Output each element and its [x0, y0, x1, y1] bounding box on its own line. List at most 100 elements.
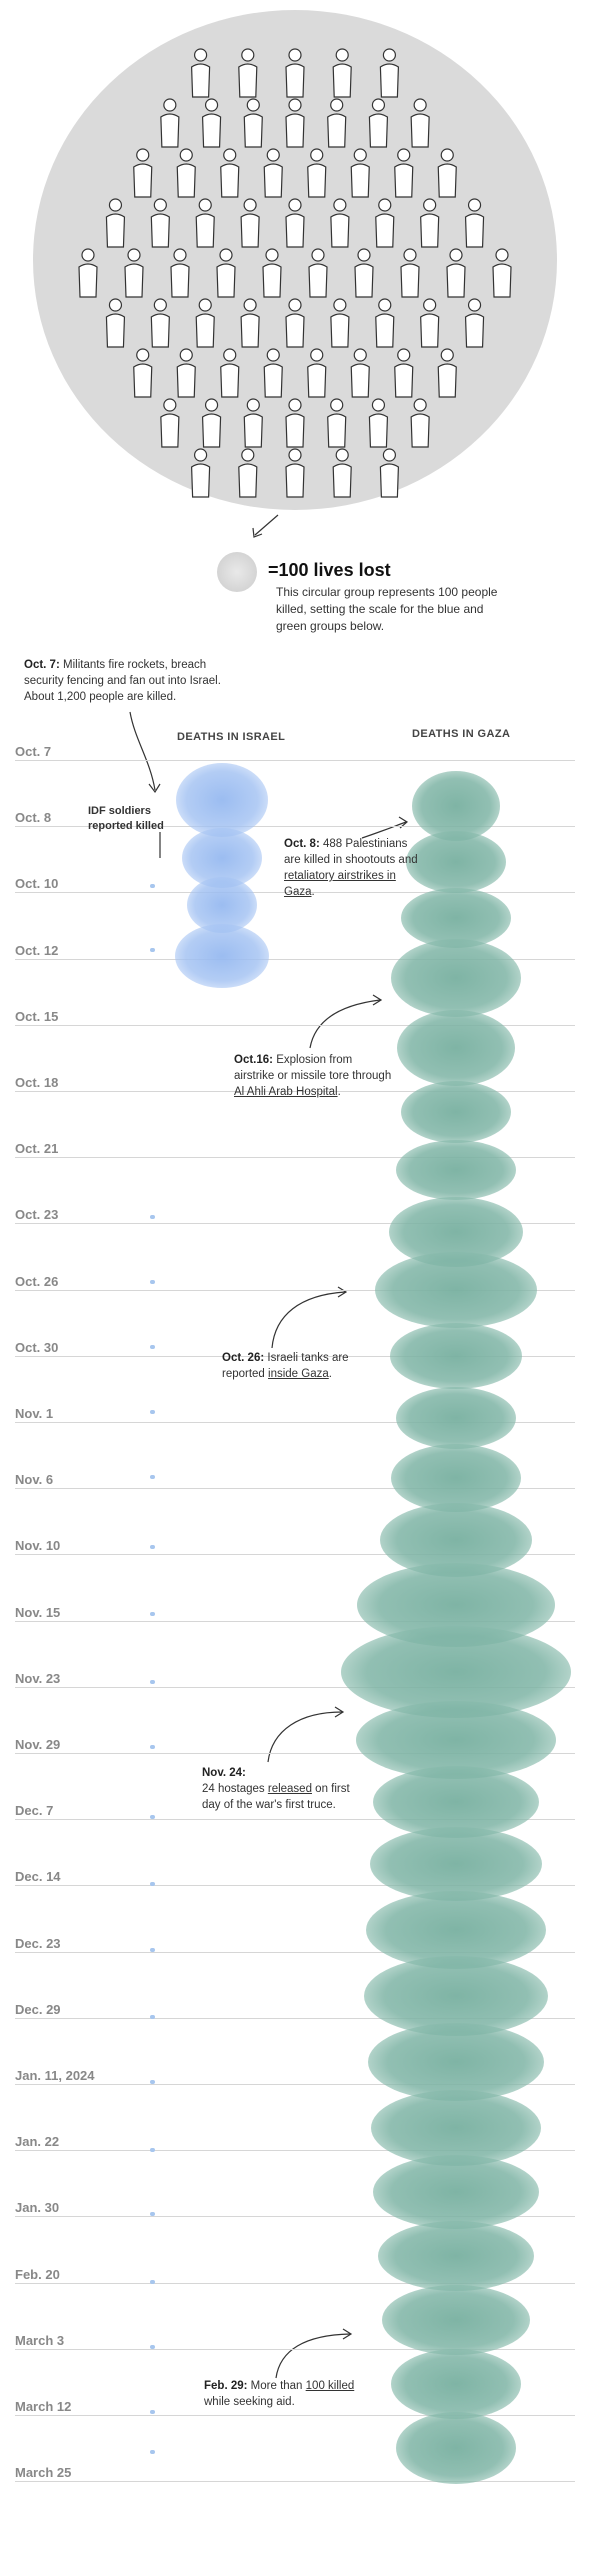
date-gridline: [15, 2216, 575, 2218]
date-gridline: [15, 2084, 575, 2085]
date-label: Oct. 10: [15, 876, 59, 892]
person-figure: [375, 198, 395, 248]
curved-arrow-icon: [275, 2333, 351, 2379]
gaza-deaths-cluster: [412, 771, 500, 841]
israel-deaths-tick: [150, 1815, 155, 1819]
person-figure: [201, 98, 222, 148]
person-figure: [420, 298, 440, 348]
date-gridline: [15, 1091, 575, 1092]
annotation-link[interactable]: released: [267, 1783, 312, 1795]
annotation-text: .: [328, 1368, 332, 1380]
person-figure: [238, 448, 258, 498]
date-gridline: [15, 2282, 575, 2284]
person-figure: [379, 48, 400, 98]
date-label: Oct. 15: [15, 1008, 59, 1024]
annotation-text: More than: [250, 2380, 306, 2392]
date-gridline: [15, 1024, 575, 1026]
annotation-text: Explosion from airstrike or missile tore…: [234, 1054, 392, 1082]
person-figure: [263, 348, 283, 398]
israel-deaths-tick: [150, 948, 155, 952]
gaza-deaths-cluster: [382, 2285, 530, 2355]
gaza-deaths-cluster: [396, 1140, 516, 1200]
annotation-date: Oct. 8:: [284, 838, 320, 850]
person-figure: [160, 398, 180, 448]
israel-deaths-cluster: [187, 877, 257, 933]
annotation-oct26: Oct. 26: Israeli tanks are reported insi…: [222, 1350, 382, 1382]
curved-arrow-icon: [309, 999, 381, 1049]
annotation-text: 24 hostages: [202, 1783, 268, 1795]
date-label: Oct. 26: [15, 1273, 59, 1289]
israel-deaths-tick: [150, 884, 155, 888]
person-figure: [190, 448, 211, 498]
gaza-deaths-cluster: [371, 2090, 541, 2166]
date-gridline: [15, 1488, 575, 1490]
date-gridline: [15, 1819, 575, 1821]
annotation-text: .: [311, 886, 315, 898]
date-gridline: [15, 1951, 575, 1953]
israel-deaths-cluster: [176, 763, 268, 837]
person-figure: [327, 398, 347, 448]
person-figure: [133, 148, 153, 198]
curved-arrow-icon: [337, 1286, 348, 1298]
gaza-deaths-cluster: [373, 1766, 539, 1838]
israel-deaths-tick: [150, 1745, 155, 1749]
gaza-deaths-cluster: [391, 2349, 521, 2419]
legend-description: This circular group represents 100 peopl…: [276, 585, 498, 633]
person-figure: [240, 198, 260, 248]
person-figure: [195, 298, 215, 348]
curved-arrow-icon: [254, 514, 279, 536]
legend-circle-icon: [217, 552, 257, 592]
annotation-date: Nov. 24:: [202, 1767, 246, 1779]
gaza-deaths-cluster: [401, 888, 511, 948]
date-label: Nov. 23: [15, 1670, 61, 1686]
date-label: Nov. 15: [15, 1604, 61, 1620]
annotation-text: 488 Palestinians are killed in shootouts…: [284, 838, 418, 866]
date-gridline: [15, 1157, 575, 1159]
date-label: Oct. 30: [15, 1339, 59, 1355]
date-label: Jan. 22: [15, 2134, 60, 2150]
date-label: Dec. 23: [15, 1935, 61, 1951]
gaza-deaths-cluster: [373, 2155, 539, 2229]
person-figure: [285, 198, 305, 248]
person-figure: [330, 298, 350, 348]
person-figure: [150, 198, 170, 248]
annotation-link[interactable]: inside Gaza: [268, 1368, 329, 1380]
person-figure: [285, 398, 305, 448]
person-figure: [464, 298, 485, 348]
person-figure: [420, 198, 440, 248]
person-figure: [437, 348, 457, 398]
date-label: March 25: [15, 2465, 72, 2481]
person-figure: [400, 248, 420, 298]
person-figure: [394, 148, 414, 198]
person-figure: [220, 348, 240, 398]
person-figure: [492, 248, 512, 298]
israel-deaths-tick: [150, 1345, 155, 1349]
annotation-link[interactable]: retaliatory airstrikes in Gaza: [284, 870, 396, 898]
curved-arrow-icon: [361, 821, 407, 839]
crowd-illustration: [33, 10, 557, 510]
person-figure: [375, 298, 395, 348]
person-figure: [368, 398, 389, 448]
person-figure: [410, 398, 430, 448]
gaza-deaths-cluster: [396, 2412, 516, 2484]
israel-deaths-tick: [150, 1215, 155, 1219]
annotation-link[interactable]: Al Ahli Arab Hospital: [234, 1086, 338, 1098]
date-gridline: [15, 892, 575, 894]
annotation-text: Israeli tanks are reported: [222, 1352, 349, 1380]
annotation-text: IDF soldiers reported killed: [88, 805, 164, 832]
annotation-link[interactable]: 100 killed: [305, 2380, 355, 2392]
annotation-oct16: Oct.16: Explosion from airstrike or miss…: [234, 1052, 394, 1100]
date-gridline: [15, 1686, 575, 1688]
gaza-deaths-cluster: [368, 2023, 544, 2101]
person-figure: [446, 248, 466, 298]
date-label: Jan. 30: [15, 2200, 60, 2216]
date-gridline: [15, 2017, 575, 2019]
date-gridline: [15, 1422, 575, 1423]
date-label: Feb. 20: [15, 2266, 60, 2282]
annotation-date: Feb. 29:: [204, 2380, 248, 2392]
person-figure: [437, 148, 457, 198]
curved-arrow-icon: [252, 527, 263, 538]
person-figure: [243, 98, 263, 148]
person-figure: [124, 248, 144, 298]
